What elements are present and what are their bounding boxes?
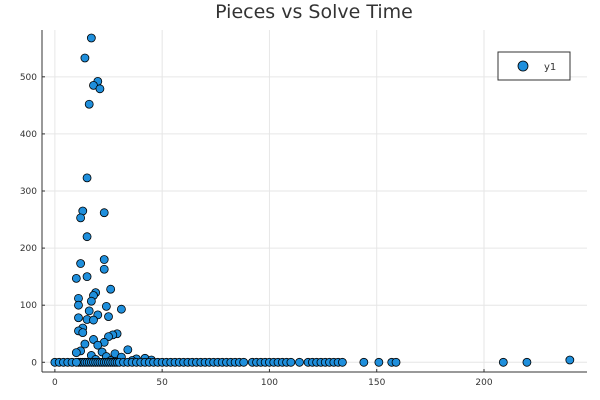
scatter-point <box>78 328 88 338</box>
scatter-point <box>95 84 105 94</box>
legend-label: y1 <box>544 62 556 73</box>
scatter-point <box>82 272 92 282</box>
scatter-point <box>71 357 81 367</box>
data-points <box>50 33 575 367</box>
y-tick-label: 300 <box>20 187 37 197</box>
scatter-point <box>295 357 304 367</box>
scatter-point <box>239 357 249 367</box>
scatter-point <box>337 357 347 367</box>
scatter-point <box>101 301 111 311</box>
scatter-point <box>82 232 92 242</box>
scatter-point <box>74 300 83 310</box>
y-tick-label: 400 <box>20 130 37 140</box>
scatter-point <box>86 296 96 306</box>
x-tick-label: 50 <box>156 378 168 388</box>
scatter-point <box>99 208 109 218</box>
scatter-point <box>86 33 96 43</box>
scatter-point <box>71 348 81 357</box>
scatter-point <box>359 357 369 367</box>
chart-title: Pieces vs Solve Time <box>215 1 413 23</box>
scatter-point <box>84 99 94 109</box>
x-tick-label: 150 <box>368 378 385 388</box>
scatter-point <box>565 355 575 365</box>
scatter-point <box>106 284 116 294</box>
x-tick-label: 200 <box>475 378 492 388</box>
scatter-point <box>286 357 296 367</box>
legend: y1 <box>497 51 571 81</box>
y-tick-label: 100 <box>20 301 37 311</box>
scatter-point <box>71 273 81 283</box>
scatter-point <box>123 345 133 355</box>
scatter-point <box>80 339 90 349</box>
scatter-point <box>99 264 109 274</box>
scatter-point <box>522 357 532 367</box>
y-tick-label: 0 <box>31 358 37 368</box>
y-tick-label: 200 <box>20 244 37 254</box>
scatter-point <box>391 357 401 367</box>
legend-marker <box>517 60 529 72</box>
scatter-point <box>498 357 508 367</box>
tick-labels: 0 50 100 150 200 0 100 200 300 400 500 <box>20 73 493 388</box>
scatter-point <box>99 255 109 264</box>
scatter-point <box>116 304 126 314</box>
scatter-point <box>82 173 92 183</box>
scatter-point <box>93 340 103 350</box>
legend-box <box>497 51 571 81</box>
scatter-point <box>84 306 94 316</box>
scatter-point <box>76 259 86 268</box>
scatter-point <box>104 312 113 322</box>
scatter-point <box>89 315 98 325</box>
y-tick-label: 500 <box>20 73 37 83</box>
x-tick-label: 0 <box>52 378 58 388</box>
axes <box>41 30 587 373</box>
scatter-point <box>76 213 86 223</box>
grid-lines <box>42 30 587 372</box>
scatter-point <box>374 357 384 367</box>
scatter-point <box>74 313 83 323</box>
x-tick-label: 100 <box>261 378 278 388</box>
scatter-point <box>80 53 90 63</box>
